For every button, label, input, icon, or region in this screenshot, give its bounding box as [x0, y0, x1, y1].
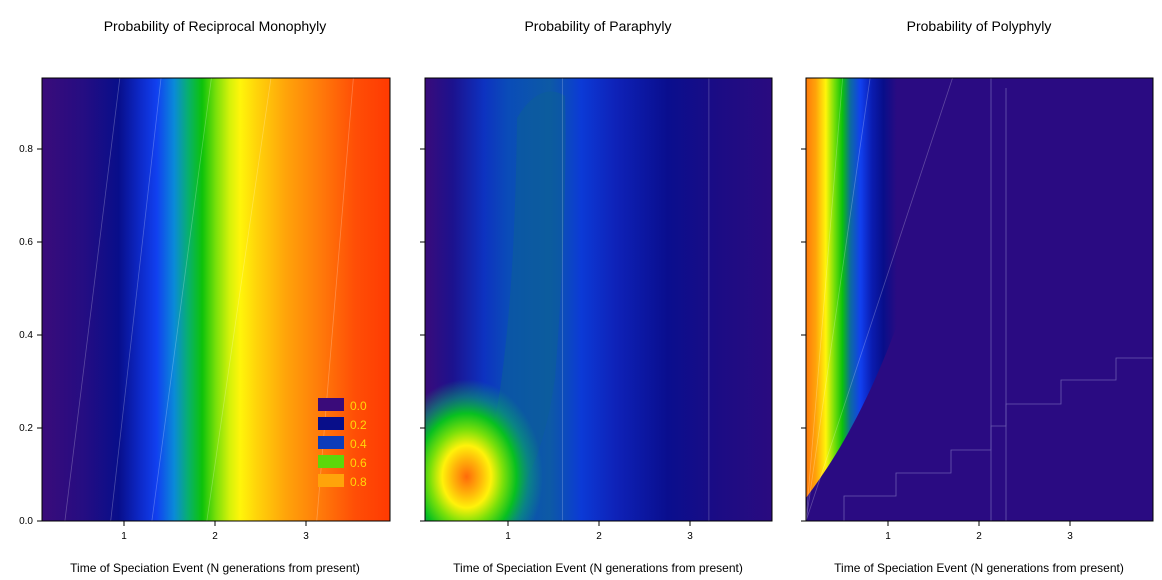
x-axis: 1 2 3	[885, 521, 1073, 542]
x-tick-label: 1	[505, 531, 511, 542]
legend-label: 0.6	[350, 456, 367, 470]
plot-area	[805, 77, 1154, 522]
legend-label: 0.0	[350, 399, 367, 413]
x-tick-label: 1	[885, 531, 891, 542]
y-tick-label: 0.4	[19, 330, 33, 341]
y-axis: 0.0 0.2 0.4 0.6 0.8	[19, 144, 42, 527]
legend-swatch	[318, 436, 344, 449]
legend-swatch	[318, 455, 344, 468]
x-axis-label: Time of Speciation Event (N generations …	[834, 561, 1124, 575]
legend-swatch	[318, 398, 344, 411]
legend: 0.0 0.2 0.4 0.6 0.8	[318, 398, 367, 489]
contour-line	[805, 77, 871, 522]
paraphyly-peak	[425, 78, 772, 521]
panel-title: Probability of Polyphyly	[907, 18, 1052, 34]
x-tick-label: 2	[212, 531, 218, 542]
contour-line	[206, 77, 272, 522]
panel-title: Probability of Paraphyly	[524, 18, 671, 34]
x-tick-label: 2	[976, 531, 982, 542]
contour-line	[805, 77, 953, 522]
x-axis-label: Time of Speciation Event (N generations …	[70, 561, 360, 575]
y-tick-label: 0.2	[19, 423, 33, 434]
plot-frame	[41, 77, 391, 522]
panel-polyphyly: Probability of Polyphyly 1 2 3 Time of S…	[801, 18, 1154, 575]
contour-line	[64, 77, 121, 522]
legend-label: 0.2	[350, 418, 367, 432]
panel-title: Probability of Reciprocal Monophyly	[104, 18, 327, 34]
plot-area	[424, 77, 773, 522]
contour-line	[151, 77, 212, 522]
y-tick-label: 0.0	[19, 516, 33, 527]
legend-swatch	[318, 474, 344, 487]
x-axis: 1 2 3	[505, 521, 693, 542]
x-tick-label: 3	[303, 531, 309, 542]
x-tick-label: 3	[1067, 531, 1073, 542]
x-tick-label: 1	[121, 531, 127, 542]
y-tick-label: 0.6	[19, 237, 33, 248]
legend-label: 0.4	[350, 437, 367, 451]
step-lines	[843, 78, 1153, 521]
contour-fill	[42, 78, 390, 521]
y-axis	[801, 148, 806, 522]
x-tick-label: 2	[596, 531, 602, 542]
contour-line	[805, 77, 844, 522]
legend-swatch	[318, 417, 344, 430]
panel-reciprocal-monophyly: Probability of Reciprocal Monophyly 0.0 …	[19, 18, 391, 575]
y-axis	[420, 148, 425, 522]
panel-paraphyly: Probability of Paraphyly 1 2 3 Time of S…	[420, 18, 773, 575]
plot-area	[41, 77, 391, 522]
contour-lines	[561, 78, 710, 521]
x-tick-label: 3	[687, 531, 693, 542]
polyphyly-gradient-band	[806, 78, 971, 498]
contour-lines	[805, 77, 953, 522]
x-axis-label: Time of Speciation Event (N generations …	[453, 561, 743, 575]
legend-label: 0.8	[350, 475, 367, 489]
x-axis: 1 2 3	[121, 521, 309, 542]
y-tick-label: 0.8	[19, 144, 33, 155]
contour-line	[110, 77, 162, 522]
